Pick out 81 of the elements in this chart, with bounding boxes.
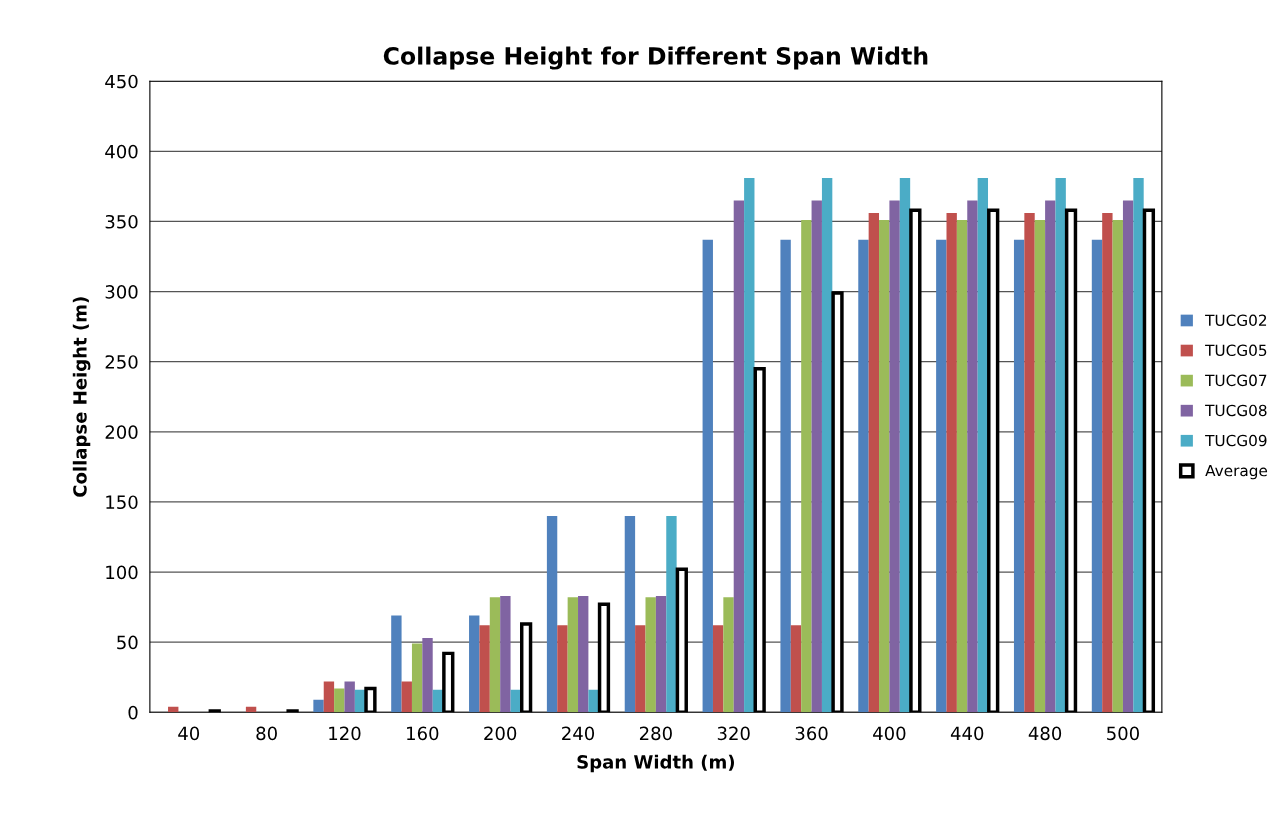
bar <box>712 625 724 713</box>
legend-label: TUCG08 <box>1205 404 1267 417</box>
bar <box>1112 220 1123 713</box>
x-tick-label: 80 <box>256 726 277 741</box>
bar <box>936 239 947 713</box>
x-tick-label: 400 <box>873 726 906 741</box>
x-tick-label: 40 <box>178 726 200 741</box>
x-tick-label: 480 <box>1028 726 1062 741</box>
x-tick-label: 240 <box>562 726 595 741</box>
legend-label: Average <box>1205 464 1268 480</box>
bar <box>578 595 589 713</box>
x-tick-label: 280 <box>639 726 672 741</box>
bar <box>489 597 501 713</box>
bar <box>323 681 335 713</box>
bar <box>879 220 890 713</box>
bar <box>811 200 822 713</box>
bar <box>411 643 423 713</box>
bar <box>1013 239 1025 713</box>
bar <box>655 595 667 713</box>
bar <box>391 615 402 713</box>
bar <box>723 597 734 713</box>
x-tick-label: 200 <box>484 726 517 741</box>
y-axis-title: Collapse Height (m) <box>72 297 91 497</box>
x-axis-title: Span Width (m) <box>577 754 735 773</box>
y-tick-label: 200 <box>105 425 138 439</box>
x-tick-label: 500 <box>1107 726 1139 741</box>
bar <box>313 699 324 713</box>
bar <box>567 597 579 713</box>
bar <box>635 625 646 713</box>
bar <box>1102 213 1113 713</box>
bar <box>401 681 412 713</box>
y-tick-label: 400 <box>105 144 138 159</box>
x-tick-label: 120 <box>329 726 361 741</box>
bar <box>956 220 968 713</box>
legend-label: TUCG05 <box>1205 344 1267 357</box>
bar <box>790 625 802 713</box>
bar <box>588 689 599 713</box>
x-tick-label: 160 <box>407 726 439 741</box>
bar <box>889 200 900 713</box>
bar <box>1045 200 1056 713</box>
legend-label: TUCG09 <box>1205 434 1267 447</box>
bar <box>733 200 745 713</box>
bar <box>546 515 558 713</box>
x-tick-label: 440 <box>950 726 984 741</box>
bar <box>1133 177 1144 713</box>
bar <box>1024 213 1035 713</box>
x-tick-label: 320 <box>717 726 750 741</box>
bar <box>1034 220 1046 713</box>
bar <box>1122 200 1134 713</box>
bar <box>801 220 812 713</box>
bar <box>334 688 345 713</box>
y-tick-label: 0 <box>128 705 138 720</box>
y-tick-label: 300 <box>105 285 138 299</box>
bar <box>744 177 755 713</box>
bar <box>666 515 677 713</box>
y-tick-label: 350 <box>105 214 138 229</box>
bar <box>868 213 880 713</box>
bar <box>858 239 869 713</box>
y-tick-label: 450 <box>105 74 138 89</box>
bar <box>780 239 791 713</box>
bar <box>422 637 433 713</box>
y-tick-label: 150 <box>106 495 138 510</box>
y-tick-label: 50 <box>117 635 138 650</box>
bar <box>479 625 490 713</box>
bar <box>557 625 568 713</box>
bar <box>469 615 480 713</box>
bar <box>645 597 656 713</box>
chart-title: Collapse Height for Different Span Width <box>383 46 928 70</box>
legend-label: TUCG02 <box>1205 314 1267 327</box>
y-tick-label: 100 <box>106 565 138 580</box>
bar <box>946 213 957 713</box>
legend-label: TUCG07 <box>1205 374 1267 387</box>
bar <box>1055 177 1066 713</box>
bar <box>344 681 355 713</box>
bar <box>624 515 636 713</box>
y-tick-label: 250 <box>105 355 138 369</box>
bar <box>702 239 713 713</box>
x-tick-label: 360 <box>795 726 828 741</box>
bar <box>1091 239 1103 713</box>
bar <box>500 595 511 713</box>
bar <box>967 200 978 713</box>
